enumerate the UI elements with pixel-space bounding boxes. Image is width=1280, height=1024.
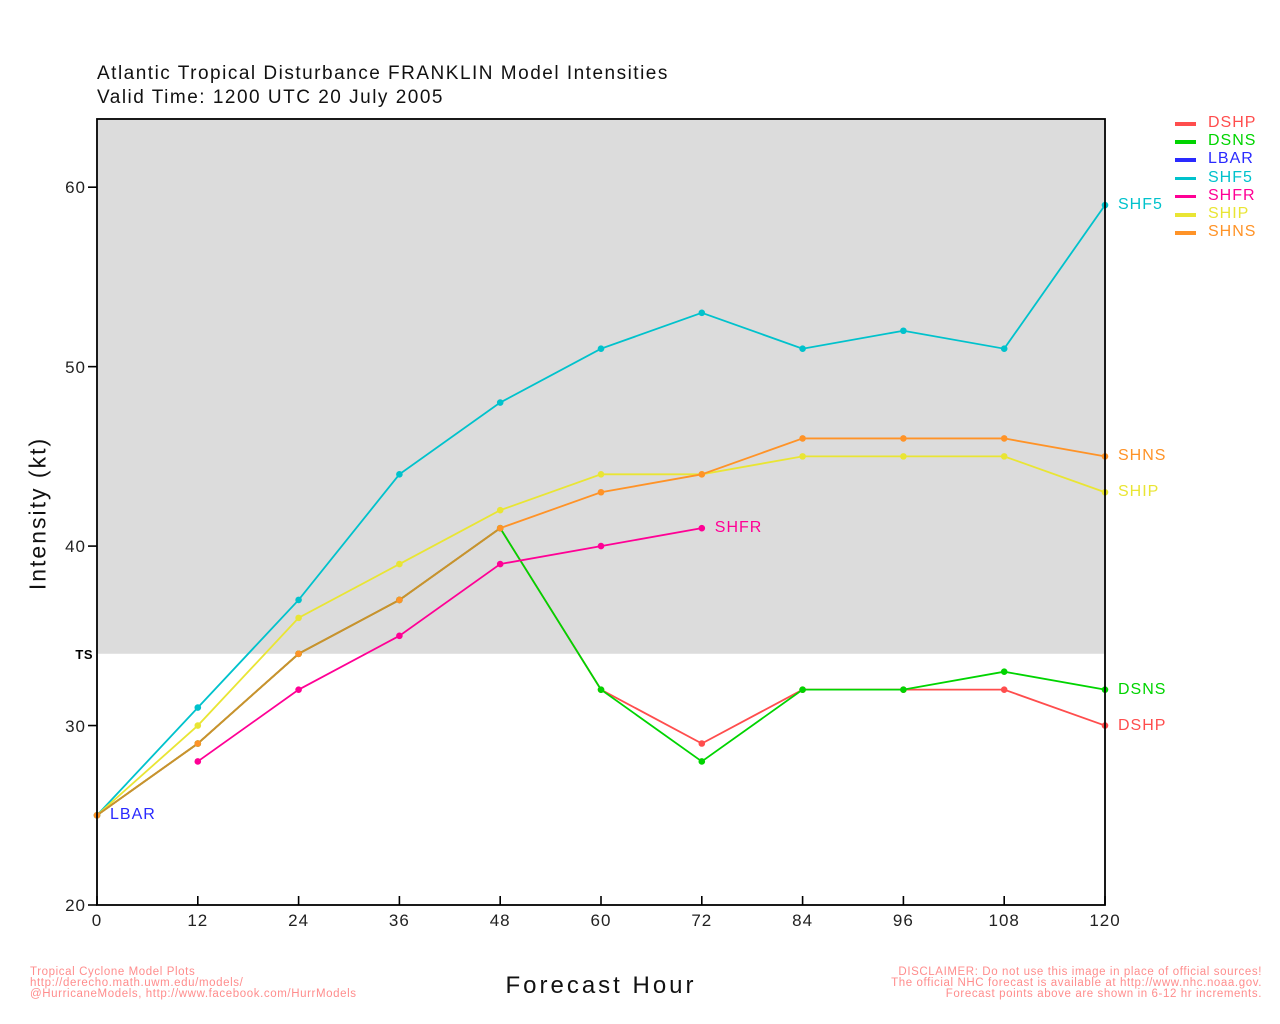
y-tick-label-40: 40 (65, 537, 86, 557)
series-point-shf5 (194, 704, 202, 711)
legend-swatch-dsns (1175, 140, 1196, 144)
series-point-shfr (194, 758, 202, 765)
series-point-shfr (295, 686, 302, 693)
series-point-ship (597, 471, 605, 478)
credits-text: Tropical Cyclone Model Plots http://dere… (30, 966, 357, 1000)
chart-subtitle: Valid Time: 1200 UTC 20 July 2005 (97, 87, 444, 108)
legend-label-shns: SHNS (1208, 223, 1257, 241)
series-label-shf5: SHF5 (1118, 196, 1163, 214)
series-label-shns: SHNS (1118, 447, 1167, 465)
y-tick-label-50: 50 (65, 357, 86, 377)
chart-title: Atlantic Tropical Disturbance FRANKLIN M… (97, 63, 669, 84)
legend-swatch-ship (1175, 213, 1196, 217)
series-point-shfr (396, 632, 403, 640)
series-point-shf5 (900, 327, 907, 335)
series-point-ship (496, 506, 504, 514)
series-point-ship (295, 614, 302, 622)
legend-swatch-shfr (1175, 194, 1196, 199)
series-label-lbar: LBAR (110, 806, 156, 824)
legend-label-dshp: DSHP (1208, 114, 1257, 131)
series-label-dsns: DSNS (1118, 680, 1167, 698)
series-point-ship (900, 453, 907, 460)
x-tick-label-24: 24 (288, 911, 310, 930)
x-tick-label-108: 108 (988, 911, 1020, 930)
series-line-shfr (197, 527, 702, 763)
legend-label-dsns: DSNS (1208, 132, 1257, 150)
disclaimer-line-1: DISCLAIMER: Do not use this image in pla… (898, 966, 1262, 978)
series-point-dshp (1000, 686, 1008, 693)
series-point-shf5 (1000, 345, 1008, 352)
series-point-shfr (597, 542, 605, 550)
legend-swatch-shns (1175, 231, 1196, 235)
series-label-dshp: DSHP (1118, 716, 1167, 734)
series-point-ship (396, 560, 403, 568)
series-point-shns (597, 488, 605, 496)
series-point-shf5 (496, 399, 504, 406)
disclaimer-line-3: Forecast points above are shown in 6-12 … (945, 988, 1262, 1000)
series-point-dsns (597, 686, 605, 693)
legend-label-shf5: SHF5 (1208, 168, 1253, 186)
legend-swatch-dshp (1175, 122, 1196, 126)
legend-swatch-lbar (1175, 158, 1196, 162)
credits-line-2: http://derecho.math.uwm.edu/models/ (30, 977, 244, 989)
legend-swatch-shf5 (1175, 176, 1196, 181)
x-tick-label-48: 48 (489, 911, 511, 930)
series-point-shns (900, 435, 907, 442)
series-point-shfr (698, 524, 706, 532)
disclaimer-line-2: The official NHC forecast is available a… (891, 977, 1262, 989)
x-tick-label-96: 96 (892, 911, 914, 930)
series-point-shns (1000, 435, 1008, 442)
x-tick-label-36: 36 (388, 911, 410, 930)
series-point-dsns (1000, 668, 1008, 676)
series-point-shf5 (295, 596, 302, 604)
series-point-shns (396, 596, 403, 604)
series-point-dsns (698, 758, 706, 765)
series-point-dshp (698, 740, 706, 747)
series-point-shns (295, 650, 302, 658)
y-tick-label-60: 60 (65, 178, 86, 198)
series-label-ship: SHIP (1118, 483, 1160, 501)
x-tick-label-0: 0 (91, 911, 103, 930)
series-point-ship (1000, 453, 1008, 460)
y-axis-title: Intensity (kt) (24, 436, 51, 591)
plot-border (96, 118, 1106, 906)
legend-label-shfr: SHFR (1208, 186, 1256, 204)
x-tick-label-60: 60 (590, 911, 612, 930)
series-point-dsns (799, 686, 806, 693)
ts-threshold-label: TS (75, 646, 93, 662)
credits-line-1: Tropical Cyclone Model Plots (30, 966, 196, 978)
series-label-shfr: SHFR (714, 519, 763, 537)
disclaimer-text: DISCLAIMER: Do not use this image in pla… (891, 966, 1262, 1000)
series-point-shf5 (698, 309, 706, 317)
legend-label-lbar: LBAR (1208, 150, 1254, 168)
credits-line-3: @HurricaneModels, http://www.facebook.co… (30, 988, 357, 1000)
y-tick-label-20: 20 (65, 896, 86, 915)
ts-shaded-region (98, 120, 1104, 654)
y-tick-label-30: 30 (65, 716, 86, 736)
series-point-shns (194, 740, 202, 747)
series-point-shf5 (396, 471, 403, 478)
x-tick-label-12: 12 (187, 911, 209, 930)
series-point-shfr (496, 560, 504, 568)
series-point-dsns (900, 686, 907, 693)
series-point-shf5 (597, 345, 605, 352)
series-point-shns (799, 435, 806, 442)
x-tick-label-72: 72 (691, 911, 713, 930)
series-point-shns (698, 471, 706, 478)
series-point-ship (799, 453, 806, 460)
x-axis-title: Forecast Hour (505, 972, 697, 999)
series-point-shns (496, 524, 504, 532)
series-point-ship (194, 722, 202, 729)
x-tick-label-84: 84 (792, 911, 814, 930)
x-tick-label-120: 120 (1089, 911, 1121, 930)
legend-label-ship: SHIP (1208, 205, 1250, 222)
series-point-shf5 (799, 345, 806, 352)
